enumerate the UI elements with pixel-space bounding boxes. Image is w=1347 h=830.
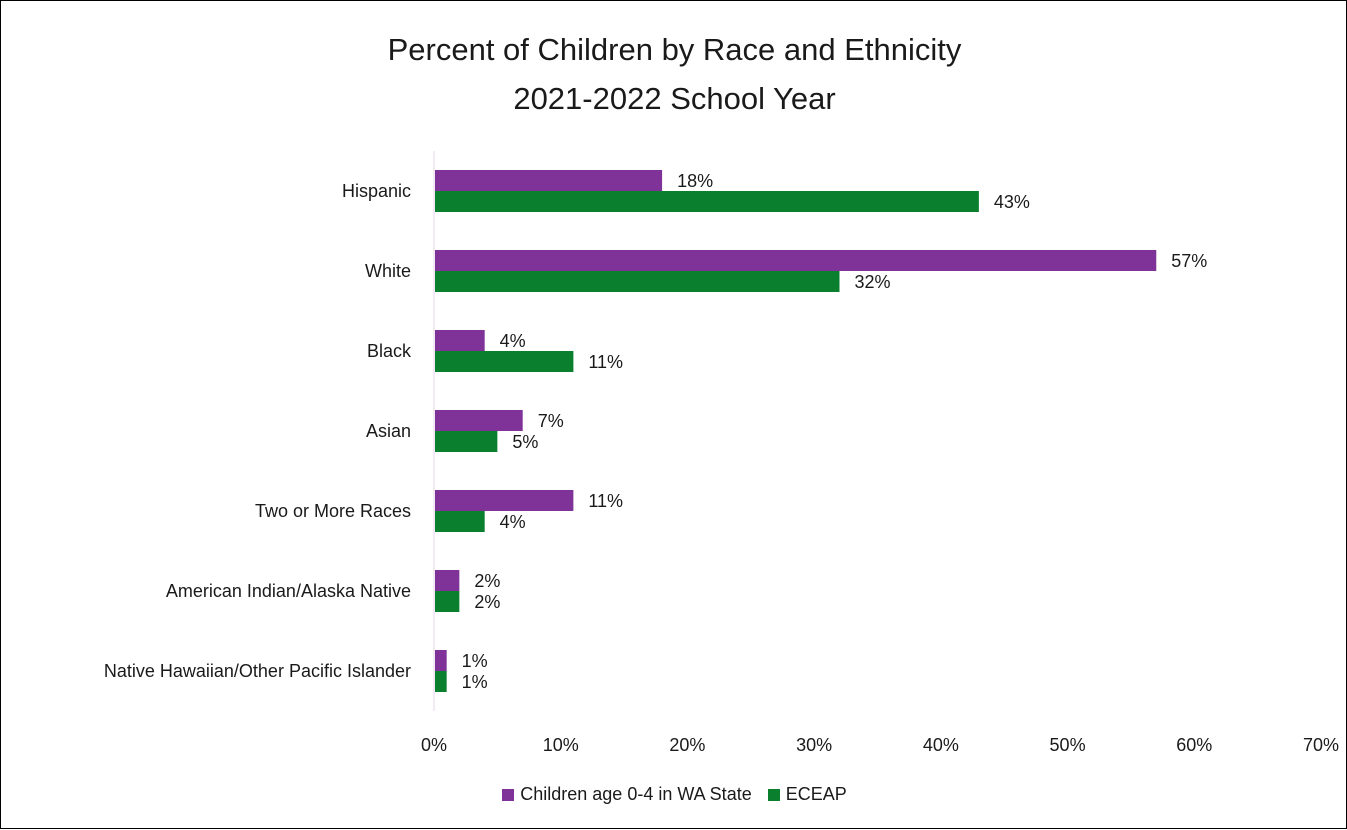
bar-eceap	[435, 671, 447, 692]
x-tick-label: 30%	[796, 735, 832, 755]
x-tick-label: 20%	[669, 735, 705, 755]
x-tick-label: 60%	[1176, 735, 1212, 755]
bar-eceap	[435, 431, 498, 452]
bar-eceap	[435, 511, 485, 532]
legend-swatch-eceap	[767, 788, 780, 801]
data-label: 2%	[474, 571, 500, 591]
category-label: Hispanic	[342, 181, 411, 201]
bar-state	[435, 410, 523, 431]
bar-eceap	[435, 351, 574, 372]
data-label: 5%	[512, 432, 538, 452]
x-tick-label: 50%	[1050, 735, 1086, 755]
data-label: 32%	[854, 272, 890, 292]
category-label: Native Hawaiian/Other Pacific Islander	[104, 661, 411, 681]
data-label: 43%	[994, 192, 1030, 212]
x-tick-label: 10%	[543, 735, 579, 755]
data-label: 1%	[462, 651, 488, 671]
data-label: 1%	[462, 672, 488, 692]
bar-state	[435, 570, 460, 591]
data-label: 57%	[1171, 251, 1207, 271]
data-label: 11%	[588, 352, 623, 372]
data-label: 4%	[500, 512, 526, 532]
chart-subtitle: 2021-2022 School Year	[513, 81, 836, 116]
category-label: Black	[367, 341, 412, 361]
x-tick-label: 0%	[421, 735, 447, 755]
x-tick-label: 70%	[1303, 735, 1339, 755]
data-label: 7%	[538, 411, 564, 431]
chart-title: Percent of Children by Race and Ethnicit…	[387, 32, 962, 67]
legend-label-eceap: ECEAP	[785, 784, 847, 804]
x-tick-label: 40%	[923, 735, 959, 755]
data-label: 4%	[500, 331, 526, 351]
bar-state	[435, 250, 1157, 271]
data-label: 11%	[588, 491, 623, 511]
chart-legend: Children age 0-4 in WA State ECEAP	[1, 784, 1347, 805]
legend-label-state: Children age 0-4 in WA State	[520, 784, 752, 804]
legend-item-eceap: ECEAP	[767, 784, 847, 805]
bar-state	[435, 650, 447, 671]
bar-state	[435, 490, 574, 511]
data-label: 2%	[474, 592, 500, 612]
legend-swatch-state	[502, 788, 515, 801]
bar-eceap	[435, 591, 460, 612]
bar-eceap	[435, 191, 979, 212]
data-label: 18%	[677, 171, 713, 191]
category-label: Two or More Races	[255, 501, 411, 521]
bar-eceap	[435, 271, 840, 292]
category-label: Asian	[366, 421, 411, 441]
category-label: American Indian/Alaska Native	[166, 581, 411, 601]
bar-state	[435, 330, 485, 351]
legend-item-state: Children age 0-4 in WA State	[502, 784, 752, 805]
bar-state	[435, 170, 663, 191]
category-label: White	[365, 261, 411, 281]
